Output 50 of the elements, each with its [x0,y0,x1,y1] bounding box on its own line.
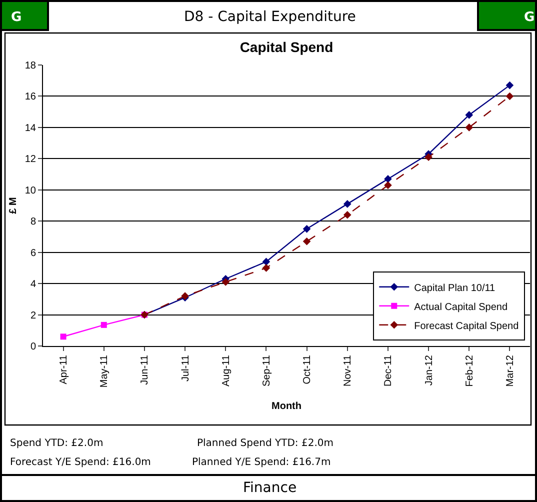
x-tick-label: Oct-11 [302,354,314,384]
y-axis-title: £ M [8,197,19,214]
x-tick-label: Aug-11 [220,354,232,387]
y-tick-label: 10 [24,185,36,196]
x-tick-label: Apr-11 [58,354,70,384]
point [506,92,514,100]
y-tick-label: 12 [24,154,36,166]
legend-label: Capital Plan 10/11 [414,282,496,294]
text: G [524,10,535,25]
y-tick-label: 4 [30,279,36,290]
point [302,225,311,233]
y-tick-label: 14 [24,122,36,134]
x-axis-title: Month [272,401,302,412]
x-tick-label: Jun-11 [140,354,151,385]
point [343,200,352,208]
x-tick-label: Nov-11 [342,354,354,386]
point [60,334,66,340]
point [222,278,230,286]
point [506,81,514,90]
point [465,124,474,132]
x-tick-label: Sep-11 [261,354,272,387]
point [424,153,432,162]
y-tick-label: 2 [30,310,36,322]
text: Finance [243,480,297,496]
x-tick-label: Jul-11 [180,354,192,382]
y-tick-label: 16 [24,92,36,103]
legend-label: Forecast Capital Spend [414,320,519,332]
y-tick-label: 18 [24,60,36,72]
text: Planned Spend YTD: £2.0m [197,438,334,449]
y-tick-label: 8 [30,216,36,228]
text: Planned Y/E Spend: £16.7m [192,457,331,468]
x-tick-label: Feb-12 [464,354,476,387]
point [465,111,474,119]
point [343,210,352,219]
point [384,181,392,190]
x-tick-label: Mar-12 [504,354,516,387]
text: D8 - Capital Expenditure [184,9,356,25]
point [262,264,270,272]
text: Spend YTD: £2.0m [10,438,104,449]
text: G [11,10,22,25]
chart-title: Capital Spend [240,38,334,55]
point [302,238,311,246]
text: Forecast Y/E Spend: £16.0m [10,457,151,468]
x-tick-label: Dec-11 [383,354,394,386]
x-tick-label: May-11 [99,354,110,388]
point [100,322,107,328]
y-tick-label: 6 [30,248,36,259]
y-tick-label: 0 [30,342,36,352]
legend-label: Actual Capital Spend [414,302,508,313]
x-tick-label: Jan-12 [424,354,435,386]
